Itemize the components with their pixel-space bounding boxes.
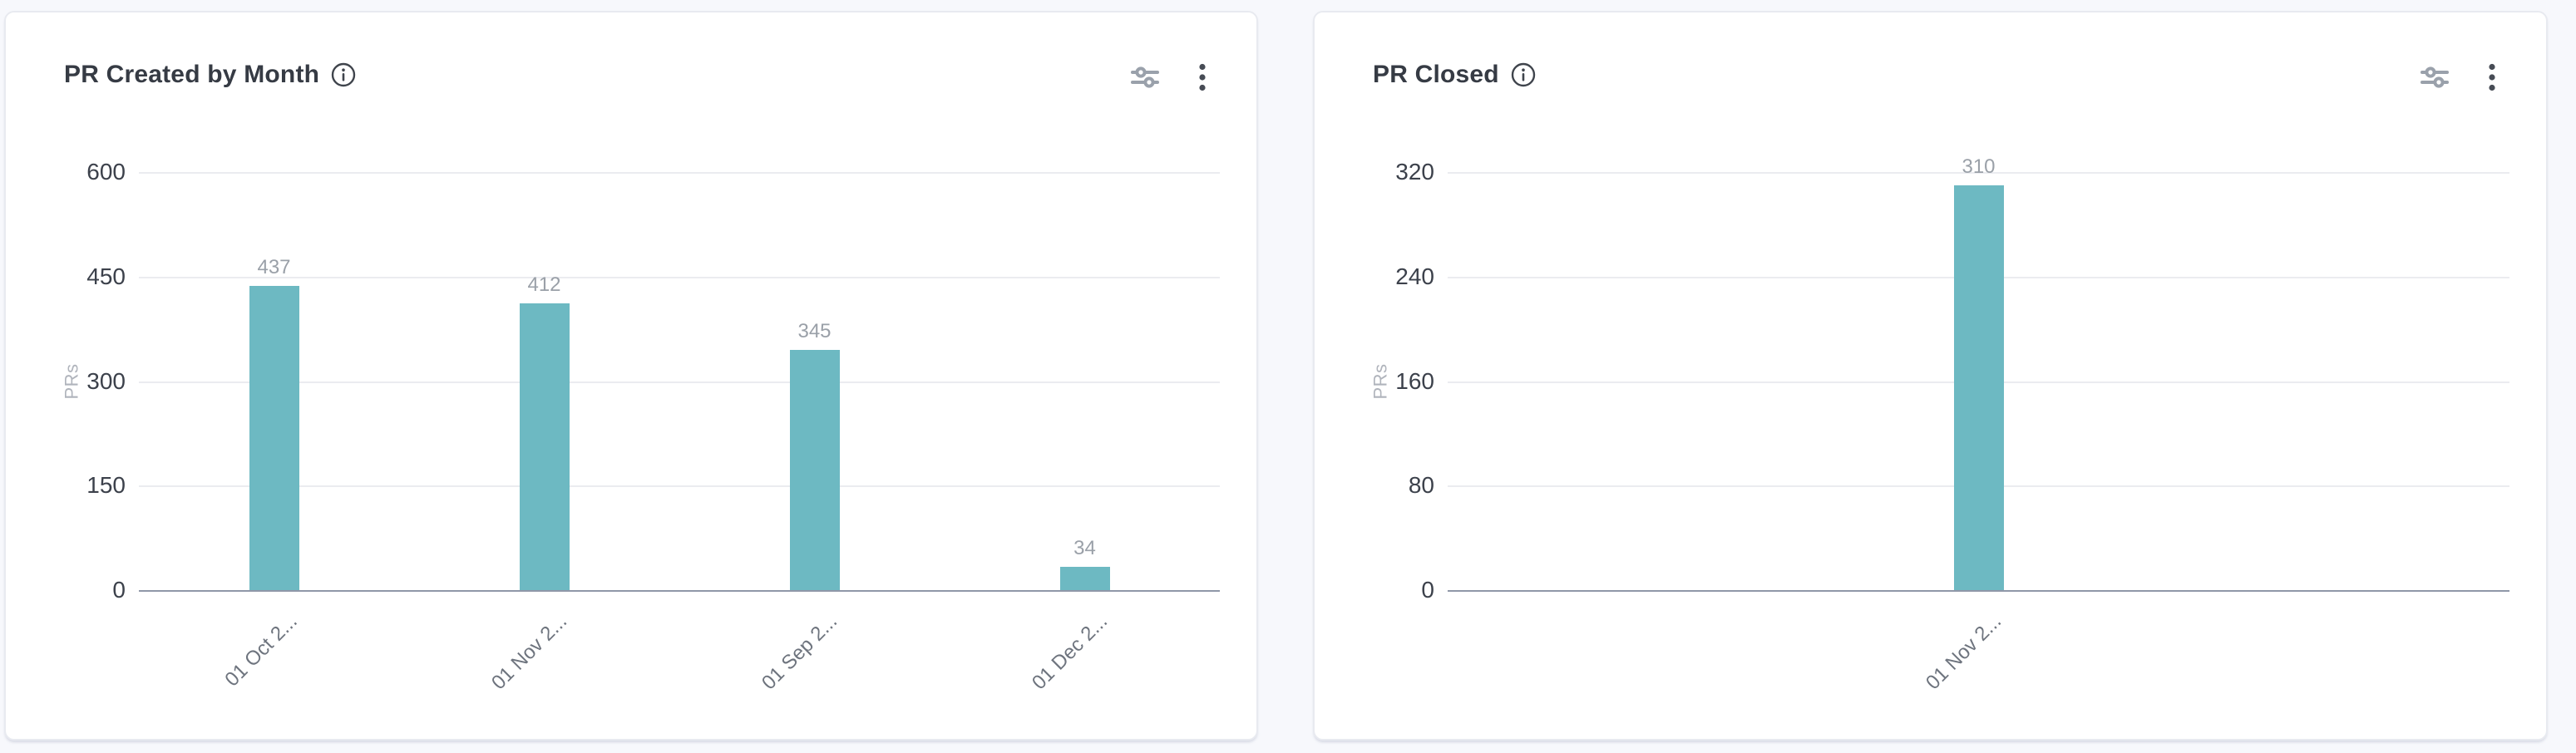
y-tick-label: 240 bbox=[1395, 263, 1434, 289]
sliders-filter-icon[interactable] bbox=[2420, 62, 2450, 92]
y-tick-label: 80 bbox=[1408, 472, 1434, 499]
bar-value-label: 437 bbox=[257, 255, 291, 278]
bar[interactable] bbox=[249, 285, 299, 590]
y-tick-label: 160 bbox=[1395, 367, 1434, 394]
x-axis-line bbox=[139, 590, 1220, 592]
card-title-text: PR Created by Month bbox=[64, 61, 320, 88]
gridline bbox=[139, 172, 1220, 174]
y-tick-label: 0 bbox=[1421, 577, 1434, 603]
info-icon[interactable] bbox=[331, 62, 356, 87]
y-tick-label: 600 bbox=[86, 159, 126, 185]
bar[interactable] bbox=[519, 303, 570, 590]
y-tick-label: 320 bbox=[1395, 159, 1434, 185]
y-axis-title: PRs bbox=[61, 362, 82, 400]
gridline bbox=[139, 381, 1220, 383]
bar-value-label: 310 bbox=[1962, 155, 1996, 178]
y-axis-title: PRs bbox=[1369, 362, 1391, 400]
gridline bbox=[139, 485, 1220, 488]
y-tick-label: 450 bbox=[86, 263, 126, 289]
pr-created-by-month-card: PR Created by Month bbox=[4, 11, 1258, 741]
bar-chart-pr-closed: 0 80 160 240 320 310 01 Nov 2... PRs bbox=[1370, 155, 2509, 694]
x-tick-label: 01 Nov 2... bbox=[487, 610, 572, 695]
sliders-filter-icon[interactable] bbox=[1130, 62, 1160, 92]
bar-value-label: 412 bbox=[527, 273, 561, 296]
card-title: PR Created by Month bbox=[64, 61, 356, 89]
card-title: PR Closed bbox=[1373, 61, 1536, 89]
y-tick-label: 300 bbox=[86, 367, 126, 394]
card-header: PR Created by Month bbox=[64, 61, 1207, 94]
card-toolbar bbox=[2420, 62, 2496, 92]
x-tick-label: 01 Nov 2... bbox=[1922, 610, 2006, 695]
x-axis-line bbox=[1448, 590, 2509, 592]
bar[interactable] bbox=[1059, 566, 1110, 590]
y-tick-label: 0 bbox=[112, 577, 126, 603]
bar-value-label: 34 bbox=[1073, 536, 1096, 559]
gridline bbox=[139, 276, 1220, 278]
info-icon[interactable] bbox=[1511, 62, 1536, 87]
x-tick-label: 01 Dec 2... bbox=[1028, 610, 1113, 695]
x-tick-label: 01 Sep 2... bbox=[758, 610, 842, 695]
pr-closed-card: PR Closed bbox=[1313, 11, 2548, 741]
kebab-menu-icon[interactable] bbox=[1198, 62, 1207, 92]
card-header: PR Closed bbox=[1373, 61, 2496, 94]
card-title-text: PR Closed bbox=[1373, 61, 1499, 88]
kebab-menu-icon[interactable] bbox=[2488, 62, 2496, 92]
gridline bbox=[1448, 172, 2509, 174]
card-toolbar bbox=[1130, 62, 1207, 92]
bar[interactable] bbox=[789, 349, 840, 590]
y-tick-label: 150 bbox=[86, 472, 126, 499]
x-tick-label: 01 Oct 2... bbox=[220, 610, 302, 691]
bar-chart-pr-created: 0 150 300 450 600 437 01 Oct 2... 412 01 Nov 2..… bbox=[62, 159, 1220, 694]
bar[interactable] bbox=[1953, 185, 2004, 590]
bar-value-label: 345 bbox=[797, 319, 832, 342]
